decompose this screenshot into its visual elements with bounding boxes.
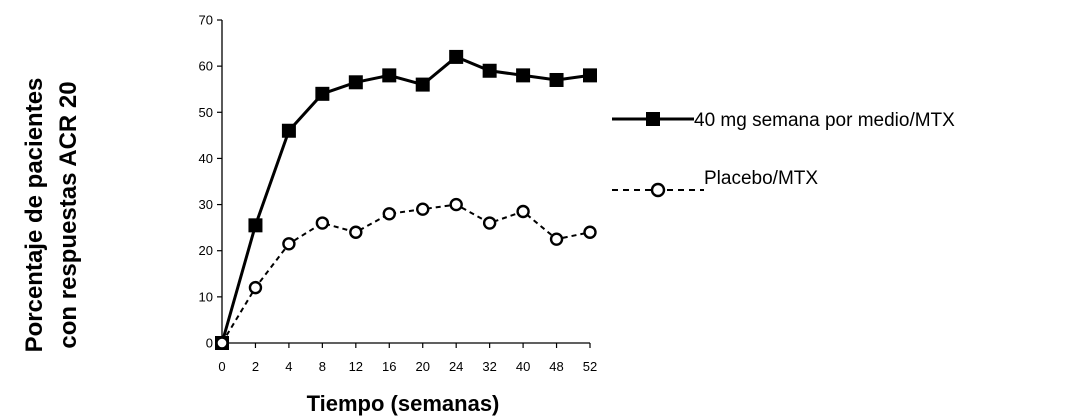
y-tick-label: 70: [199, 13, 213, 28]
x-tick-label: 8: [319, 359, 326, 374]
series-1: [215, 49, 597, 350]
legend-marker-square: [646, 112, 660, 126]
data-point-square: [315, 86, 330, 101]
data-point-square: [248, 218, 263, 233]
series-line: [220, 55, 591, 344]
x-tick-label: 24: [449, 359, 463, 374]
series-line: [221, 203, 591, 344]
x-tick-label: 20: [415, 359, 429, 374]
data-point-square: [549, 72, 564, 87]
data-point-circle: [349, 225, 363, 239]
data-point-circle: [482, 216, 497, 230]
x-tick-label: 40: [516, 359, 530, 374]
data-point-circle: [282, 237, 296, 251]
x-tick-label: 32: [482, 359, 496, 374]
data-point-square: [415, 77, 430, 92]
data-point-square: [281, 123, 296, 138]
legend-item-1: 40 mg semana por medio/MTX: [612, 110, 955, 131]
y-tick-label: 10: [199, 289, 213, 304]
legend-label: 40 mg semana por medio/MTX: [694, 110, 955, 131]
y-tick-label: 0: [206, 336, 213, 351]
data-point-circle: [248, 280, 263, 295]
y-axis-label-line-2: con respuestas ACR 20: [55, 81, 82, 348]
series-layer: [215, 49, 597, 350]
data-point-circle: [549, 232, 564, 246]
legend-marker-circle: [650, 182, 666, 198]
data-point-circle: [315, 216, 330, 230]
x-tick-label: 0: [218, 359, 225, 374]
series-2: [215, 197, 597, 350]
data-point-circle: [516, 204, 530, 219]
data-point-square: [449, 49, 464, 64]
x-tick-label: 4: [285, 359, 292, 374]
x-tick-label: 52: [583, 359, 597, 374]
x-tick-label: 12: [349, 359, 363, 374]
y-tick-label: 50: [199, 105, 213, 120]
x-axis-label: Tiempo (semanas): [307, 391, 500, 416]
data-point-circle: [416, 202, 430, 216]
y-tick-label: 40: [199, 151, 213, 166]
legend: 40 mg semana por medio/MTX Placebo/MTX: [612, 110, 955, 198]
x-tick-label: 16: [382, 359, 396, 374]
data-point-square: [516, 68, 531, 83]
data-point-circle: [215, 336, 229, 350]
y-tick-label: 60: [199, 59, 213, 74]
data-point-square: [583, 68, 597, 83]
legend-label: Placebo/MTX: [704, 168, 818, 189]
data-point-circle: [449, 197, 463, 212]
y-tick-label: 30: [199, 197, 213, 212]
y-axis-label-line-1: Porcentaje de pacientes: [21, 78, 48, 353]
legend-item-2: Placebo/MTX: [612, 168, 818, 198]
data-point-square: [482, 63, 497, 78]
data-point-circle: [583, 225, 597, 239]
data-point-square: [382, 68, 397, 83]
y-axis-label: Porcentaje de pacientes con respuestas A…: [21, 78, 82, 353]
x-tick-label: 48: [549, 359, 563, 374]
x-tick-label: 2: [252, 359, 259, 374]
data-point-square: [348, 75, 363, 90]
y-tick-label: 20: [199, 243, 213, 258]
data-point-circle: [382, 207, 396, 221]
